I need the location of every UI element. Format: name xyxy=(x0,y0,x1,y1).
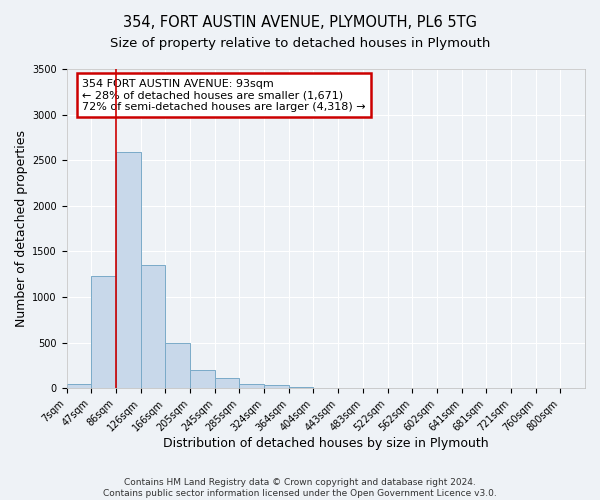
Bar xyxy=(67,384,91,388)
Bar xyxy=(116,152,140,388)
Text: 354 FORT AUSTIN AVENUE: 93sqm
← 28% of detached houses are smaller (1,671)
72% o: 354 FORT AUSTIN AVENUE: 93sqm ← 28% of d… xyxy=(82,78,366,112)
Bar xyxy=(239,384,264,388)
Text: 354, FORT AUSTIN AVENUE, PLYMOUTH, PL6 5TG: 354, FORT AUSTIN AVENUE, PLYMOUTH, PL6 5… xyxy=(123,15,477,30)
Bar xyxy=(190,370,215,388)
Bar xyxy=(215,378,239,388)
Bar xyxy=(289,387,313,388)
Bar xyxy=(264,386,289,388)
Text: Contains HM Land Registry data © Crown copyright and database right 2024.
Contai: Contains HM Land Registry data © Crown c… xyxy=(103,478,497,498)
Y-axis label: Number of detached properties: Number of detached properties xyxy=(15,130,28,327)
Bar xyxy=(166,342,190,388)
Text: Size of property relative to detached houses in Plymouth: Size of property relative to detached ho… xyxy=(110,38,490,51)
Bar xyxy=(140,265,166,388)
Bar xyxy=(91,276,116,388)
X-axis label: Distribution of detached houses by size in Plymouth: Distribution of detached houses by size … xyxy=(163,437,488,450)
